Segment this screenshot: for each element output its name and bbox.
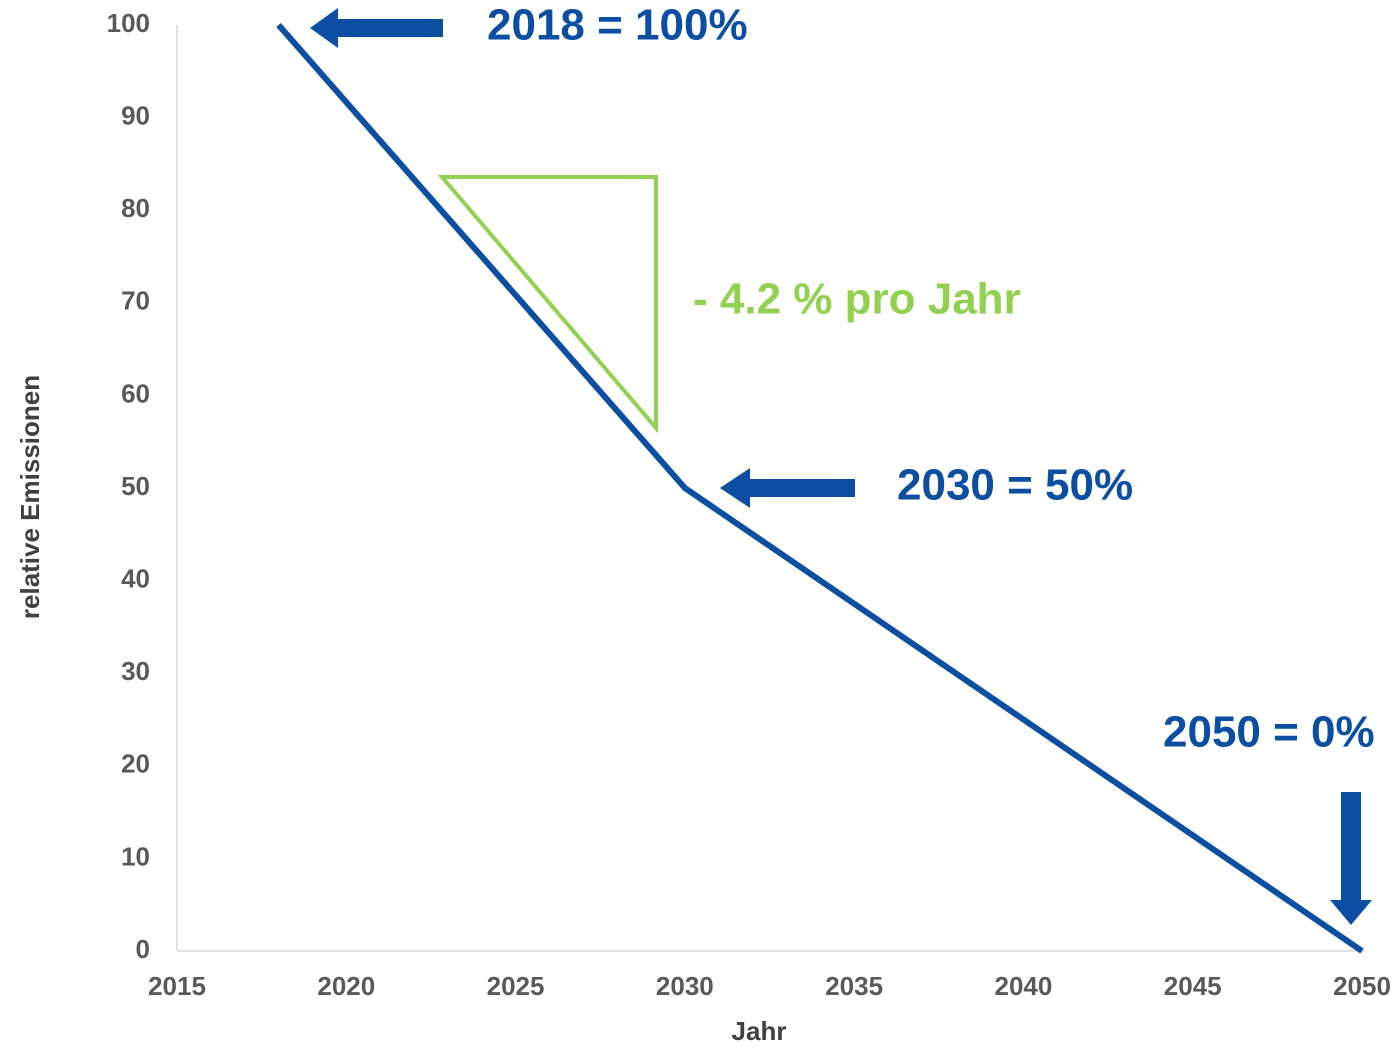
- y-axis-title: relative Emissionen: [15, 375, 45, 619]
- annotation: 2018 = 100%: [487, 1, 748, 50]
- slope-triangle: [437, 175, 658, 434]
- x-tick-label: 2025: [487, 971, 545, 1001]
- x-tick-label: 2035: [825, 971, 883, 1001]
- y-tick-label: 80: [121, 193, 150, 223]
- x-tick-label: 2030: [656, 971, 714, 1001]
- y-tick-label: 10: [121, 841, 150, 871]
- line: [276, 23, 1364, 954]
- y-tick-label: 50: [121, 471, 150, 501]
- x-tick-label: 2015: [148, 971, 206, 1001]
- x-tick-label: 2050: [1333, 971, 1391, 1001]
- x-tick-label: 2020: [317, 971, 375, 1001]
- arrow: [720, 468, 855, 508]
- x-tick-label: 2040: [995, 971, 1053, 1001]
- y-tick-label: 90: [121, 100, 150, 130]
- annotation: 2030 = 50%: [897, 461, 1133, 510]
- arrow: [1330, 792, 1372, 925]
- annotation: - 4.2 % pro Jahr: [693, 275, 1021, 324]
- annotation: 2050 = 0%: [1163, 708, 1375, 757]
- x-tick-label: 2045: [1164, 971, 1222, 1001]
- y-tick-label: 100: [107, 8, 150, 38]
- x-axis-title: Jahr: [732, 1016, 787, 1046]
- y-tick-label: 0: [136, 934, 150, 964]
- y-tick-label: 30: [121, 656, 150, 686]
- y-tick-label: 20: [121, 749, 150, 779]
- arrow: [310, 8, 443, 48]
- y-tick-label: 70: [121, 286, 150, 316]
- y-tick-label: 40: [121, 563, 150, 593]
- y-tick-label: 60: [121, 378, 150, 408]
